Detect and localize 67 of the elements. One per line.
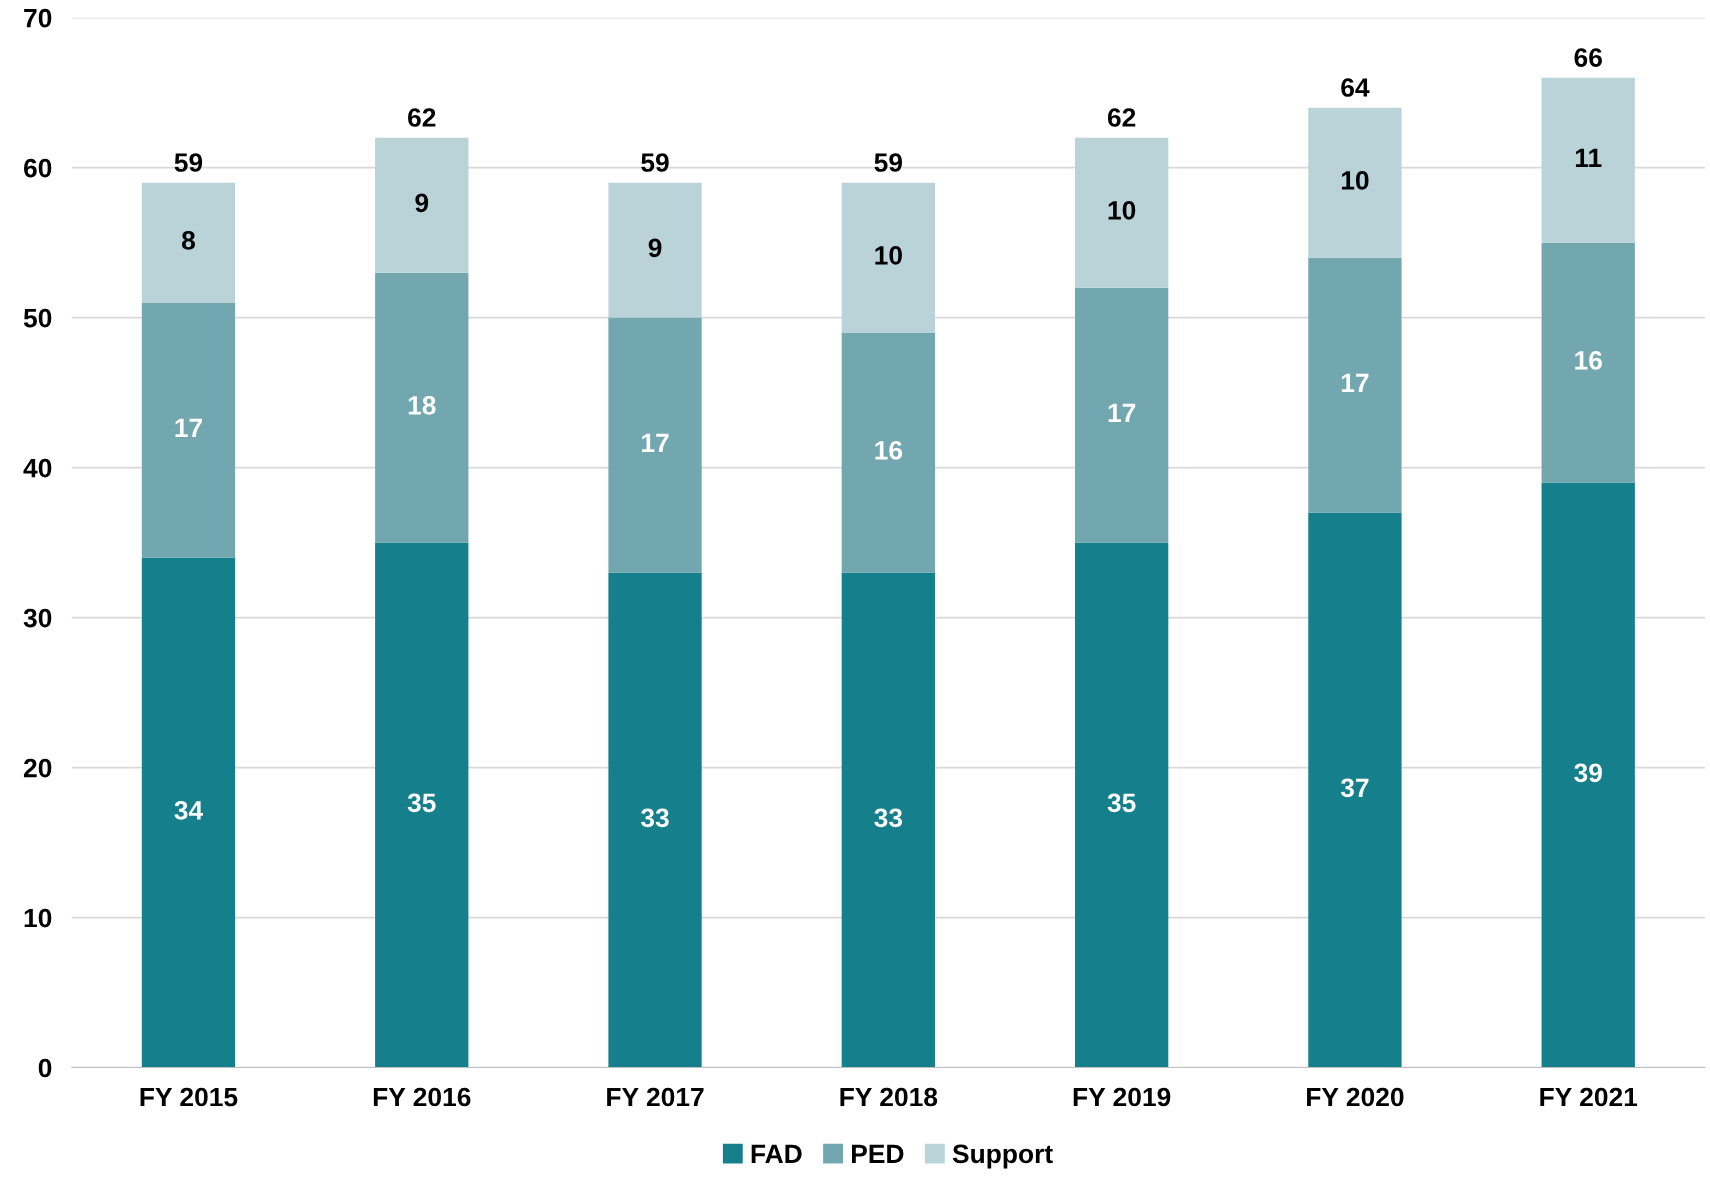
data-label: 17	[642, 433, 669, 452]
y-tick-label: 10	[24, 908, 52, 928]
bar	[375, 542, 469, 1068]
total-label: 62	[1107, 108, 1136, 127]
data-label: 11	[1575, 148, 1602, 167]
total-label: 62	[408, 108, 436, 127]
bar	[841, 332, 935, 573]
bar	[141, 302, 236, 558]
bar	[141, 182, 236, 303]
x-tick-label: FY 2018	[840, 1087, 938, 1107]
data-label: 17	[1341, 373, 1369, 392]
bar	[1541, 77, 1635, 243]
bar	[841, 572, 935, 1068]
bar	[1541, 482, 1635, 1068]
data-label: 9	[648, 238, 662, 258]
y-tick-label: 30	[23, 608, 52, 628]
bar	[1541, 242, 1635, 483]
data-label: 16	[1575, 351, 1602, 370]
data-label: 17	[175, 418, 202, 437]
data-label: 10	[1341, 171, 1369, 190]
bar	[608, 572, 702, 1068]
bar	[608, 317, 702, 573]
x-tick-label: FY 2017	[607, 1087, 704, 1107]
data-label: 33	[640, 808, 669, 828]
y-tick-label: 50	[23, 308, 52, 328]
legend-label: Support	[952, 1144, 1053, 1169]
legend-label: FAD	[751, 1144, 802, 1163]
bar	[841, 182, 935, 333]
total-label: 64	[1341, 78, 1370, 97]
total-label: 66	[1574, 48, 1602, 67]
y-tick-label: 20	[23, 758, 52, 778]
data-label: 35	[1107, 793, 1136, 813]
x-tick-label: FY 2016	[373, 1087, 471, 1107]
bar	[1308, 512, 1402, 1068]
x-tick-label: FY 2015	[140, 1087, 238, 1107]
bar	[1074, 137, 1169, 288]
y-tick-label: 0	[38, 1058, 52, 1078]
legend-label: PED	[852, 1144, 904, 1163]
data-label: 35	[407, 793, 436, 813]
data-label: 10	[1108, 201, 1136, 220]
bar	[141, 557, 236, 1068]
total-label: 59	[874, 153, 903, 172]
total-label: 59	[641, 153, 669, 172]
data-label: 18	[408, 396, 436, 415]
data-label: 34	[174, 800, 203, 820]
bar	[1074, 542, 1169, 1068]
x-tick-label: FY 2019	[1073, 1087, 1171, 1107]
data-label: 16	[875, 441, 903, 460]
x-tick-label: FY 2021	[1540, 1087, 1638, 1107]
data-label: 39	[1574, 763, 1602, 783]
total-label: 59	[174, 153, 203, 172]
bar	[608, 182, 702, 318]
y-tick-label: 70	[24, 8, 52, 28]
bar	[375, 137, 469, 273]
data-label: 17	[1108, 403, 1136, 422]
x-tick-label: FY 2020	[1307, 1087, 1404, 1107]
bar	[1308, 257, 1402, 513]
data-label: 9	[415, 193, 429, 213]
y-tick-label: 40	[23, 458, 52, 478]
data-label: 37	[1340, 778, 1369, 798]
data-label: 8	[181, 231, 195, 250]
data-label: 10	[875, 246, 902, 265]
bar	[1074, 287, 1169, 543]
bar	[1308, 107, 1402, 258]
y-tick-label: 60	[23, 158, 52, 178]
bar	[375, 272, 469, 543]
data-label: 33	[874, 808, 903, 828]
